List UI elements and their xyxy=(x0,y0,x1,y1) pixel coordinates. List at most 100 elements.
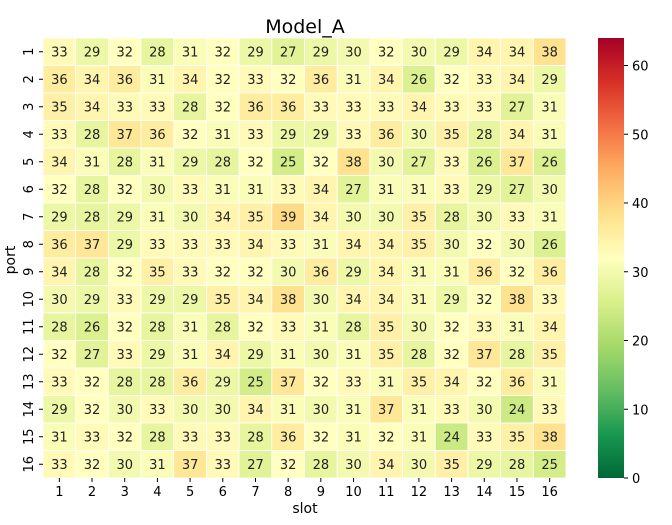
heatmap-cell xyxy=(42,257,77,286)
cell-value-label: 36 xyxy=(509,375,526,390)
cell-value-label: 33 xyxy=(215,238,232,253)
cell-value-label: 31 xyxy=(182,320,199,335)
cell-value-label: 33 xyxy=(476,100,493,115)
cell-value-label: 36 xyxy=(182,375,199,390)
cell-value-label: 36 xyxy=(51,238,68,253)
cell-value-label: 31 xyxy=(149,155,166,170)
cell-value-label: 30 xyxy=(411,128,428,143)
cell-value-label: 32 xyxy=(116,265,133,280)
cell-value-label: 33 xyxy=(51,128,68,143)
cell-value-label: 30 xyxy=(313,403,330,418)
heatmap-cell xyxy=(500,92,534,121)
heatmap-cell xyxy=(271,37,305,66)
heatmap-cell xyxy=(42,312,77,341)
heatmap-cell xyxy=(42,285,77,314)
cell-value-label: 30 xyxy=(116,458,133,473)
cell-value-label: 37 xyxy=(116,128,133,143)
cell-value-label: 37 xyxy=(378,403,395,418)
heatmap-cell xyxy=(140,285,175,314)
colorbar-tick-label: 20 xyxy=(632,335,649,350)
cell-value-label: 27 xyxy=(247,458,264,473)
cell-value-label: 31 xyxy=(149,73,166,88)
cell-value-label: 32 xyxy=(443,348,460,363)
heatmap-cell xyxy=(402,230,436,259)
x-tick-label: 5 xyxy=(186,485,194,500)
cell-value-label: 32 xyxy=(182,128,199,143)
cell-value-label: 27 xyxy=(509,183,526,198)
cell-value-label: 32 xyxy=(215,265,232,280)
heatmap-cell xyxy=(434,92,469,121)
colorbar-tick-label: 40 xyxy=(632,197,649,212)
cell-value-label: 31 xyxy=(182,45,199,60)
x-tick-label: 14 xyxy=(476,485,493,500)
cell-value-label: 30 xyxy=(476,403,493,418)
cell-value-label: 36 xyxy=(313,265,330,280)
cell-value-label: 30 xyxy=(378,210,395,225)
heatmap-cell xyxy=(467,37,502,66)
cell-value-label: 33 xyxy=(443,183,460,198)
heatmap-cell xyxy=(271,395,305,424)
heatmap-cell xyxy=(238,450,273,479)
heatmap-cell xyxy=(173,175,207,204)
heatmap-cell xyxy=(402,65,436,94)
heatmap-cell xyxy=(75,147,109,176)
cell-value-label: 30 xyxy=(215,403,232,418)
heatmap-cell xyxy=(107,367,142,396)
y-tick-label: 3 xyxy=(22,103,37,111)
y-tick-label: 13 xyxy=(22,373,37,390)
cell-value-label: 31 xyxy=(215,183,232,198)
heatmap-cell xyxy=(336,230,371,259)
heatmap-cell xyxy=(173,92,207,121)
cell-value-label: 36 xyxy=(280,100,297,115)
cell-value-label: 32 xyxy=(215,45,232,60)
cell-value-label: 35 xyxy=(509,430,526,445)
cell-value-label: 31 xyxy=(280,348,297,363)
cell-value-label: 34 xyxy=(378,73,395,88)
cell-labels: 33 29 32 28 31 32 29 27 29 30 32 30 29 34 34 38 36 34 36 31… xyxy=(51,45,558,473)
heatmap-cell xyxy=(532,37,567,66)
cell-value-label: 30 xyxy=(378,155,395,170)
x-axis: 1 2 3 4 5 6 7 8 9 10 11 12 13 14 15 16 xyxy=(55,478,558,500)
cell-value-label: 28 xyxy=(149,375,166,390)
heatmap-cell xyxy=(434,340,469,369)
cell-value-label: 33 xyxy=(345,375,362,390)
heatmap-cell xyxy=(140,147,175,176)
heatmap-cell xyxy=(206,147,240,176)
cell-value-label: 28 xyxy=(116,155,133,170)
heatmap-cell xyxy=(402,147,436,176)
heatmap-cell xyxy=(467,202,502,231)
cell-value-label: 29 xyxy=(84,45,101,60)
heatmap-cell xyxy=(500,340,534,369)
cell-value-label: 37 xyxy=(476,348,493,363)
cell-value-label: 28 xyxy=(476,128,493,143)
heatmap-cell xyxy=(75,175,109,204)
cell-value-label: 29 xyxy=(84,293,101,308)
heatmap-cell xyxy=(336,367,371,396)
cell-value-label: 26 xyxy=(411,73,428,88)
cell-value-label: 27 xyxy=(84,348,101,363)
x-tick-label: 4 xyxy=(153,485,161,500)
cell-value-label: 34 xyxy=(182,73,199,88)
cell-value-label: 33 xyxy=(182,430,199,445)
heatmap-cell xyxy=(304,202,338,231)
cell-value-label: 31 xyxy=(247,183,264,198)
heatmap-cell xyxy=(271,312,305,341)
heatmap-cell xyxy=(532,312,567,341)
heatmap-cell xyxy=(532,147,567,176)
cell-value-label: 32 xyxy=(247,320,264,335)
cell-value-label: 24 xyxy=(509,403,526,418)
cell-value-label: 32 xyxy=(476,375,493,390)
cell-value-label: 34 xyxy=(215,210,232,225)
cell-value-label: 29 xyxy=(247,348,264,363)
cell-value-label: 38 xyxy=(280,293,297,308)
cell-value-label: 28 xyxy=(149,45,166,60)
heatmap-cell xyxy=(173,285,207,314)
cell-value-label: 31 xyxy=(541,210,558,225)
cell-value-label: 26 xyxy=(541,155,558,170)
heatmap-cell xyxy=(206,65,240,94)
heatmap-cell xyxy=(107,65,142,94)
cell-value-label: 30 xyxy=(182,210,199,225)
cell-value-label: 36 xyxy=(313,73,330,88)
heatmap-cell xyxy=(336,422,371,451)
heatmap-cell xyxy=(206,395,240,424)
